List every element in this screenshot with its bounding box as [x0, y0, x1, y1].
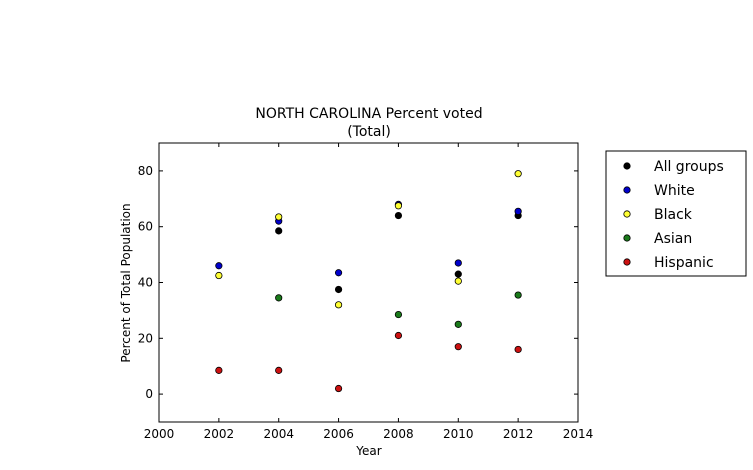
point-asian [514, 291, 522, 299]
point-all-groups [454, 270, 462, 278]
y-axis: 0 20 40 60 80 [138, 164, 578, 401]
point-black [275, 213, 283, 221]
x-tick-label: 2006 [323, 427, 354, 441]
point-black [334, 301, 343, 309]
legend-label-white: White [654, 183, 695, 199]
point-hispanic [275, 366, 283, 374]
point-asian [454, 320, 462, 328]
point-all-groups [394, 211, 403, 220]
point-asian [394, 310, 403, 319]
point-hispanic [514, 345, 522, 354]
y-tick-label: 60 [138, 220, 153, 234]
data-points [215, 170, 522, 393]
y-tick-label: 80 [138, 164, 153, 178]
x-tick-label: 2014 [563, 427, 594, 441]
point-asian [275, 294, 283, 302]
legend: All groups White Black Asian Hispanic [605, 150, 747, 277]
x-axis: 2000 2002 2004 2006 2008 2010 2012 2014 [144, 143, 594, 441]
legend-marker-hispanic [623, 258, 631, 266]
point-black [215, 271, 223, 280]
legend-marker-white [623, 186, 631, 194]
point-black [394, 202, 403, 210]
legend-label-asian: Asian [654, 231, 692, 247]
y-tick-label: 0 [145, 387, 153, 401]
point-black [514, 170, 522, 178]
x-tick-label: 2002 [204, 427, 235, 441]
y-tick-label: 20 [138, 331, 153, 345]
point-hispanic [215, 366, 223, 374]
point-white [334, 269, 343, 277]
point-white [514, 207, 522, 215]
x-tick-label: 2008 [383, 427, 414, 441]
point-hispanic [394, 331, 403, 340]
x-tick-label: 2004 [263, 427, 294, 441]
x-axis-label: Year [355, 444, 381, 458]
point-all-groups [334, 285, 343, 294]
y-axis-label: Percent of Total Population [119, 203, 133, 362]
x-tick-label: 2000 [144, 427, 175, 441]
plot-area [158, 142, 579, 423]
point-white [454, 259, 462, 267]
point-all-groups [275, 227, 283, 235]
legend-marker-black [623, 210, 631, 218]
legend-marker-asian [623, 234, 631, 242]
point-black [454, 277, 462, 285]
y-tick-label: 40 [138, 276, 153, 290]
chart-title: NORTH CAROLINA Percent voted [255, 106, 482, 122]
x-tick-label: 2010 [443, 427, 474, 441]
legend-marker-all-groups [623, 162, 631, 170]
legend-label-black: Black [654, 207, 693, 223]
point-hispanic [454, 343, 462, 351]
point-hispanic [334, 384, 343, 393]
point-white [215, 262, 223, 270]
x-tick-label: 2012 [503, 427, 534, 441]
legend-label-all-groups: All groups [654, 159, 724, 175]
legend-label-hispanic: Hispanic [654, 255, 714, 271]
chart-subtitle: (Total) [347, 124, 391, 140]
